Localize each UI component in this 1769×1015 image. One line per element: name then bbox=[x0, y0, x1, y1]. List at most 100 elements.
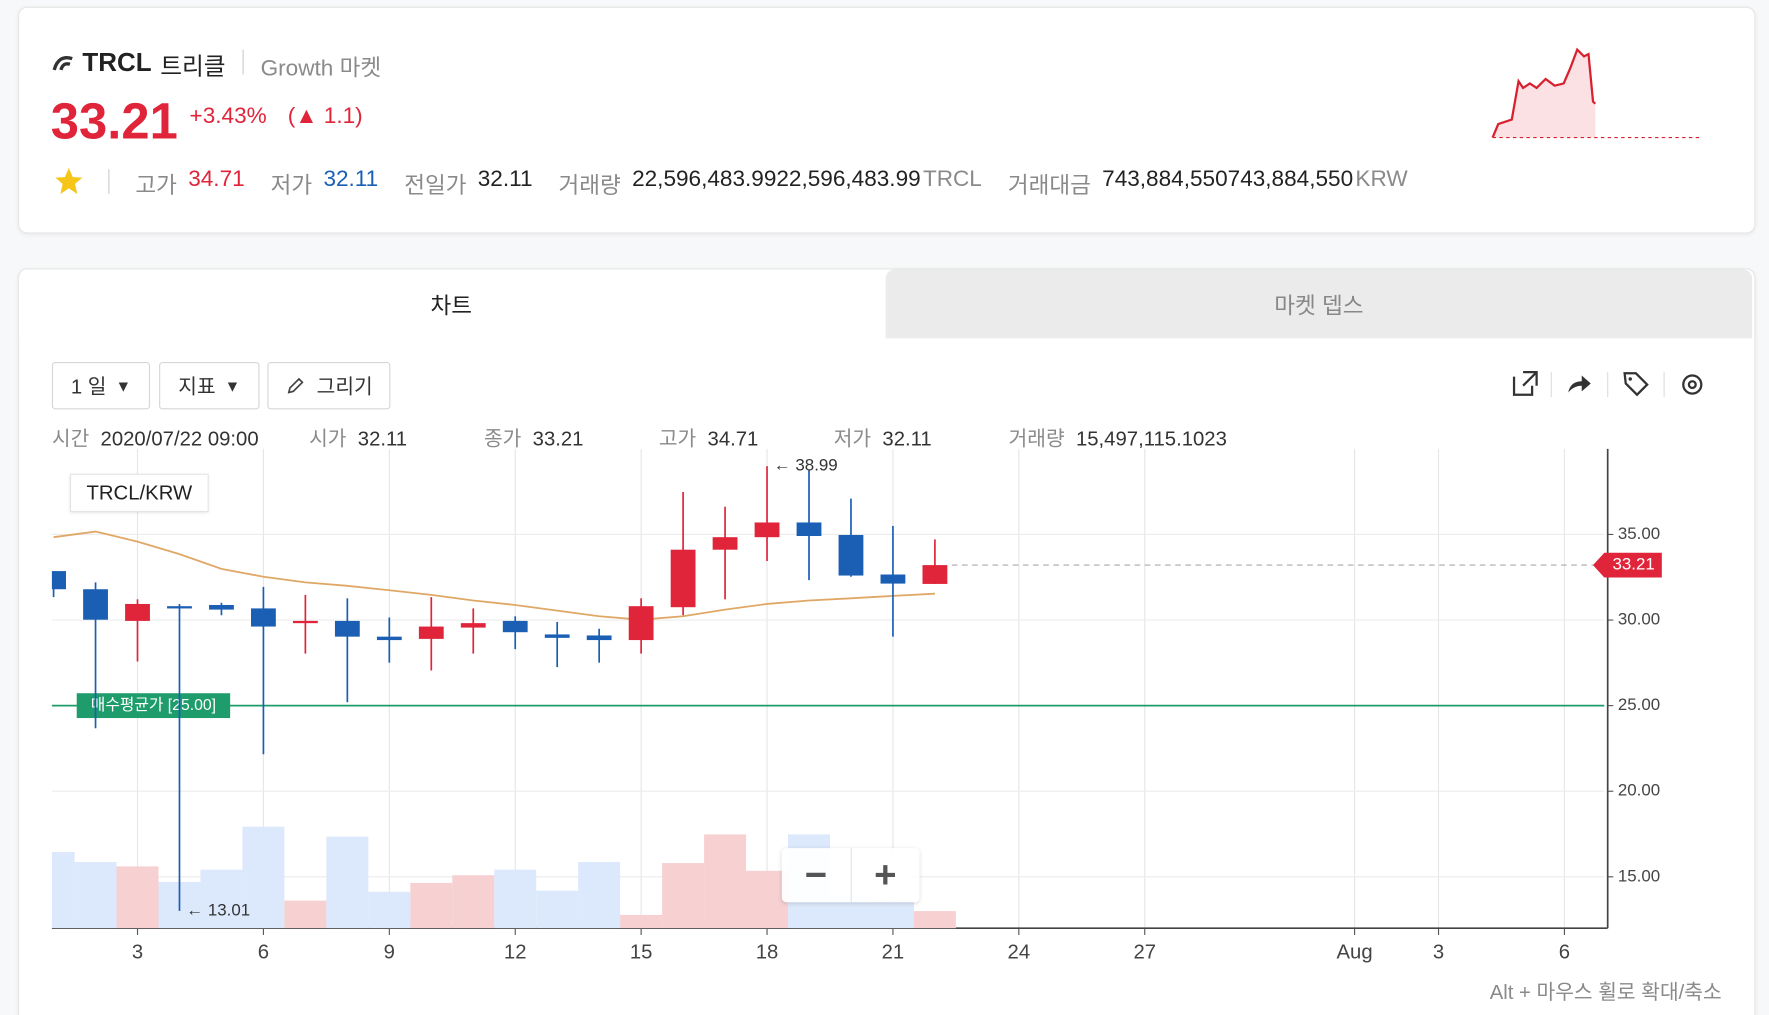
label: 1 일 bbox=[70, 375, 107, 399]
volume-bar bbox=[410, 882, 453, 929]
x-tick-label: 24 bbox=[1008, 941, 1031, 963]
stat-value: 743,884,550743,884,550 KRW bbox=[1102, 166, 1408, 192]
zoom-out[interactable]: − bbox=[804, 853, 828, 897]
divider bbox=[108, 169, 110, 194]
stat-label: 저가 bbox=[270, 173, 313, 199]
toolbar-icons[interactable] bbox=[1510, 368, 1713, 402]
info-label: 고가 bbox=[658, 427, 697, 450]
stat: 거래량 22,596,483.9922,596,483.99 TRCL bbox=[559, 167, 982, 200]
volume-bar bbox=[368, 891, 411, 929]
x-tick-label: 6 bbox=[258, 941, 269, 963]
interval-button[interactable]: 1 일 ▼ bbox=[51, 362, 151, 410]
y-tick-label: 35.00 bbox=[1618, 524, 1660, 543]
price: 33.21 bbox=[50, 92, 178, 150]
last-price-label: 33.21 bbox=[1612, 555, 1654, 574]
x-tick-label: 18 bbox=[756, 941, 779, 963]
candle-body bbox=[586, 635, 612, 641]
draw-button[interactable]: 그리기 bbox=[267, 362, 391, 410]
info-label: 거래량 bbox=[1008, 427, 1065, 450]
change-pct: +3.43% bbox=[189, 103, 267, 129]
candle-body bbox=[167, 606, 192, 609]
stat: 저가 32.11 bbox=[271, 167, 379, 200]
divider bbox=[242, 49, 244, 75]
info-label: 저가 bbox=[833, 427, 872, 450]
zoom-in[interactable]: + bbox=[850, 848, 919, 903]
tab-chart[interactable]: 차트 bbox=[19, 269, 884, 339]
candle-body bbox=[209, 604, 234, 610]
info-item: 저가 32.11 bbox=[834, 423, 932, 452]
candle-body bbox=[838, 534, 864, 576]
favorite-star[interactable] bbox=[54, 167, 83, 196]
y-tick-label: 15.00 bbox=[1618, 866, 1660, 885]
info-label: 시가 bbox=[309, 427, 347, 450]
info-value: 32.11 bbox=[357, 427, 408, 450]
label: 지표 bbox=[178, 375, 216, 399]
info-value: 34.71 bbox=[707, 427, 759, 450]
volume-bar bbox=[913, 911, 956, 929]
candle-body bbox=[251, 608, 276, 627]
candle-body bbox=[922, 565, 948, 584]
volume-bar bbox=[200, 869, 243, 929]
volume-bar bbox=[578, 861, 621, 929]
ticker-card bbox=[18, 6, 1756, 234]
stat-value: 32.11 bbox=[477, 166, 533, 192]
info-value: 32.11 bbox=[882, 427, 932, 450]
volume-bar bbox=[871, 900, 914, 929]
candle-body bbox=[502, 620, 528, 633]
indicator-button[interactable]: 지표 ▼ bbox=[159, 362, 260, 410]
stat: 거래대금 743,884,550743,884,550 KRW bbox=[1008, 167, 1408, 200]
x-tick-label: 21 bbox=[882, 941, 905, 963]
pencil-icon bbox=[287, 377, 304, 394]
info-item: 시간 2020/07/22 09:00 bbox=[52, 423, 259, 452]
volume-bar bbox=[494, 869, 537, 929]
stat-unit: KRW bbox=[1355, 166, 1408, 192]
tab-depth[interactable]: 마켓 뎁스 bbox=[885, 269, 1753, 339]
x-tick-label: 6 bbox=[1559, 941, 1570, 963]
stat-label: 고가 bbox=[135, 173, 177, 199]
name: 트리클 bbox=[160, 54, 226, 81]
info-label: 시간 bbox=[51, 427, 90, 450]
candle-body bbox=[880, 574, 906, 584]
volume-bar bbox=[74, 861, 117, 929]
zoom-hint: Alt + 마우스 휠로 확대/축소 bbox=[1489, 981, 1722, 1004]
candle-body bbox=[544, 634, 570, 638]
x-tick-label: 15 bbox=[630, 941, 653, 963]
stat-label: 거래대금 bbox=[1007, 173, 1091, 199]
caret: ▼ bbox=[224, 376, 241, 395]
annotation: ← 13.01 bbox=[186, 900, 250, 919]
candle-body bbox=[292, 620, 318, 624]
candle-body bbox=[712, 537, 738, 550]
y-tick-label: 25.00 bbox=[1618, 695, 1660, 714]
x-tick-label: 9 bbox=[384, 941, 395, 963]
volume-bar bbox=[704, 834, 747, 929]
caret: ▼ bbox=[115, 376, 132, 395]
volume-bar bbox=[746, 870, 789, 929]
y-tick-label: 30.00 bbox=[1618, 610, 1660, 629]
candle-body bbox=[796, 522, 822, 536]
candle-body bbox=[125, 603, 150, 621]
info-value: 33.21 bbox=[532, 427, 584, 450]
stat-value: 22,596,483.9922,596,483.99 TRCL bbox=[632, 166, 982, 192]
stat-label: 거래량 bbox=[558, 173, 621, 199]
volume-bar bbox=[242, 826, 285, 929]
volume-bar bbox=[536, 890, 579, 929]
stat-value: 32.11 bbox=[323, 166, 379, 192]
stat-label: 전일가 bbox=[404, 173, 467, 199]
moving-average bbox=[53, 530, 935, 621]
info-value: 2020/07/22 09:00 bbox=[100, 427, 259, 450]
avg-price-label: 매수평균가 [25.00] bbox=[91, 696, 216, 714]
zoom-control: − + bbox=[781, 848, 920, 903]
stat-value: 34.71 bbox=[188, 166, 245, 192]
sparkline bbox=[1491, 47, 1700, 139]
x-tick-label: 3 bbox=[1433, 941, 1444, 963]
change: (▲ 1.1) bbox=[287, 103, 363, 129]
volume-bar bbox=[51, 852, 75, 929]
info-item: 종가 33.21 bbox=[484, 423, 583, 452]
candle-body bbox=[83, 589, 108, 620]
stat: 전일가 32.11 bbox=[404, 167, 532, 200]
candle-body bbox=[670, 549, 696, 608]
candle-body bbox=[334, 620, 360, 637]
last-price-tag bbox=[1593, 552, 1662, 578]
info-item: 고가 34.71 bbox=[659, 423, 758, 452]
x-tick-label: 12 bbox=[504, 941, 527, 963]
